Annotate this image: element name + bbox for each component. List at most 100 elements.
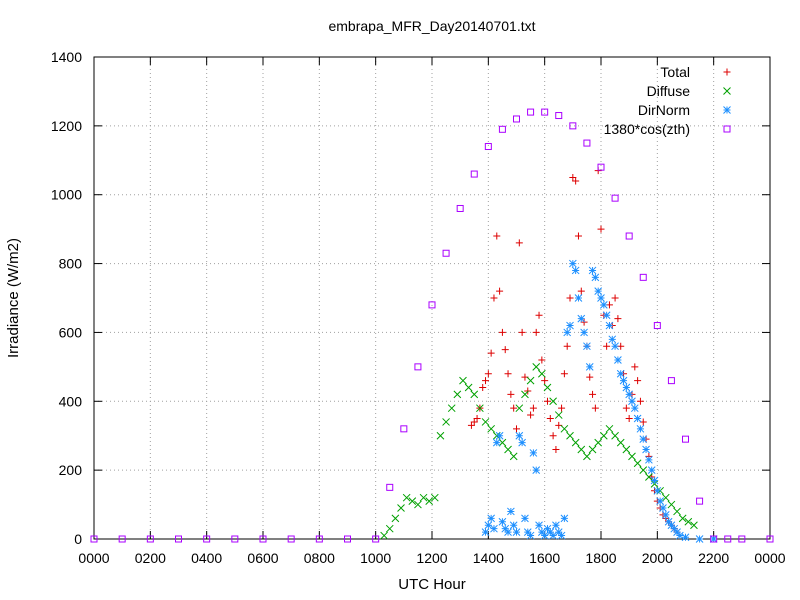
point-cross: [380, 531, 388, 540]
point-square: [259, 535, 267, 543]
point-star: [605, 321, 614, 330]
point-cross: [639, 466, 648, 474]
point-plus: [622, 404, 630, 412]
point-square: [667, 377, 675, 385]
point-cross: [566, 431, 574, 440]
point-square: [414, 363, 422, 371]
point-square: [372, 535, 380, 543]
point-plus: [611, 294, 619, 302]
point-square: [555, 112, 563, 120]
y-tick-label: 0: [74, 531, 82, 547]
point-cross: [577, 445, 586, 454]
x-tick-label: 0600: [247, 550, 278, 566]
point-cross: [447, 404, 456, 413]
point-cross: [430, 493, 439, 502]
point-star: [515, 431, 524, 440]
point-plus: [507, 390, 515, 398]
point-plus: [498, 328, 506, 336]
x-tick-label: 0400: [191, 550, 222, 566]
point-plus: [484, 370, 492, 378]
point-square: [766, 535, 774, 543]
point-square: [597, 163, 605, 171]
point-square: [175, 535, 182, 543]
point-plus: [510, 404, 518, 412]
point-star: [602, 311, 611, 320]
point-cross: [397, 504, 405, 512]
point-star: [633, 414, 642, 423]
point-cross: [537, 369, 546, 378]
point-plus: [634, 377, 642, 385]
point-square: [386, 483, 394, 491]
point-plus: [513, 425, 520, 433]
point-star: [512, 528, 521, 536]
point-cross: [402, 493, 411, 502]
point-star: [568, 259, 577, 268]
point-square: [428, 301, 436, 309]
point-plus: [631, 363, 639, 371]
x-tick-label: 0200: [135, 550, 166, 566]
point-star: [574, 294, 583, 302]
point-star: [532, 466, 541, 474]
point-plus: [586, 373, 594, 381]
point-cross: [611, 431, 619, 440]
point-star: [636, 424, 645, 433]
point-square: [541, 108, 549, 116]
point-star: [560, 514, 569, 523]
point-cross: [571, 438, 580, 447]
point-plus: [636, 397, 644, 405]
point-cross: [628, 452, 636, 461]
point-star: [498, 517, 507, 526]
point-square: [315, 535, 323, 543]
point-cross: [385, 524, 394, 533]
point-star: [622, 383, 631, 392]
point-star: [695, 535, 704, 543]
point-star: [571, 266, 580, 275]
point-star: [597, 294, 605, 302]
point-plus: [577, 287, 585, 295]
point-star: [625, 390, 634, 399]
point-plus: [496, 287, 504, 295]
point-star: [566, 321, 574, 330]
point-cross: [487, 424, 496, 433]
point-cross: [408, 497, 417, 505]
point-star: [630, 404, 639, 413]
y-tick-label: 400: [59, 393, 83, 409]
y-tick-label: 1000: [51, 187, 82, 203]
point-star: [709, 535, 718, 543]
point-star: [588, 266, 597, 275]
point-square: [527, 108, 535, 116]
point-square: [118, 535, 126, 543]
point-square: [90, 535, 98, 543]
point-square: [513, 115, 520, 123]
point-star: [577, 314, 586, 323]
point-star: [504, 528, 512, 536]
point-star: [484, 521, 493, 530]
point-cross: [678, 514, 687, 523]
point-plus: [563, 342, 571, 350]
point-star: [619, 376, 628, 385]
point-cross: [633, 459, 642, 468]
point-star: [642, 445, 650, 454]
point-plus: [603, 342, 611, 350]
point-square: [682, 435, 689, 443]
x-tick-label: 1200: [416, 550, 447, 566]
point-square: [146, 535, 154, 543]
point-square: [625, 232, 633, 240]
point-star: [608, 335, 617, 344]
point-star: [557, 531, 566, 540]
x-tick-label: 2000: [642, 550, 673, 566]
point-plus: [518, 328, 526, 336]
legend-marker: [723, 125, 731, 133]
point-square: [287, 535, 295, 543]
point-cross: [661, 493, 670, 502]
point-star: [583, 342, 591, 351]
grid: [94, 57, 770, 539]
x-tick-label: 1800: [585, 550, 616, 566]
point-plus: [529, 404, 537, 412]
x-tick-label: 0000: [754, 550, 785, 566]
point-star: [616, 369, 625, 378]
point-plus: [572, 177, 580, 185]
point-square: [724, 535, 732, 543]
point-plus: [482, 377, 490, 385]
point-cross: [476, 404, 484, 413]
